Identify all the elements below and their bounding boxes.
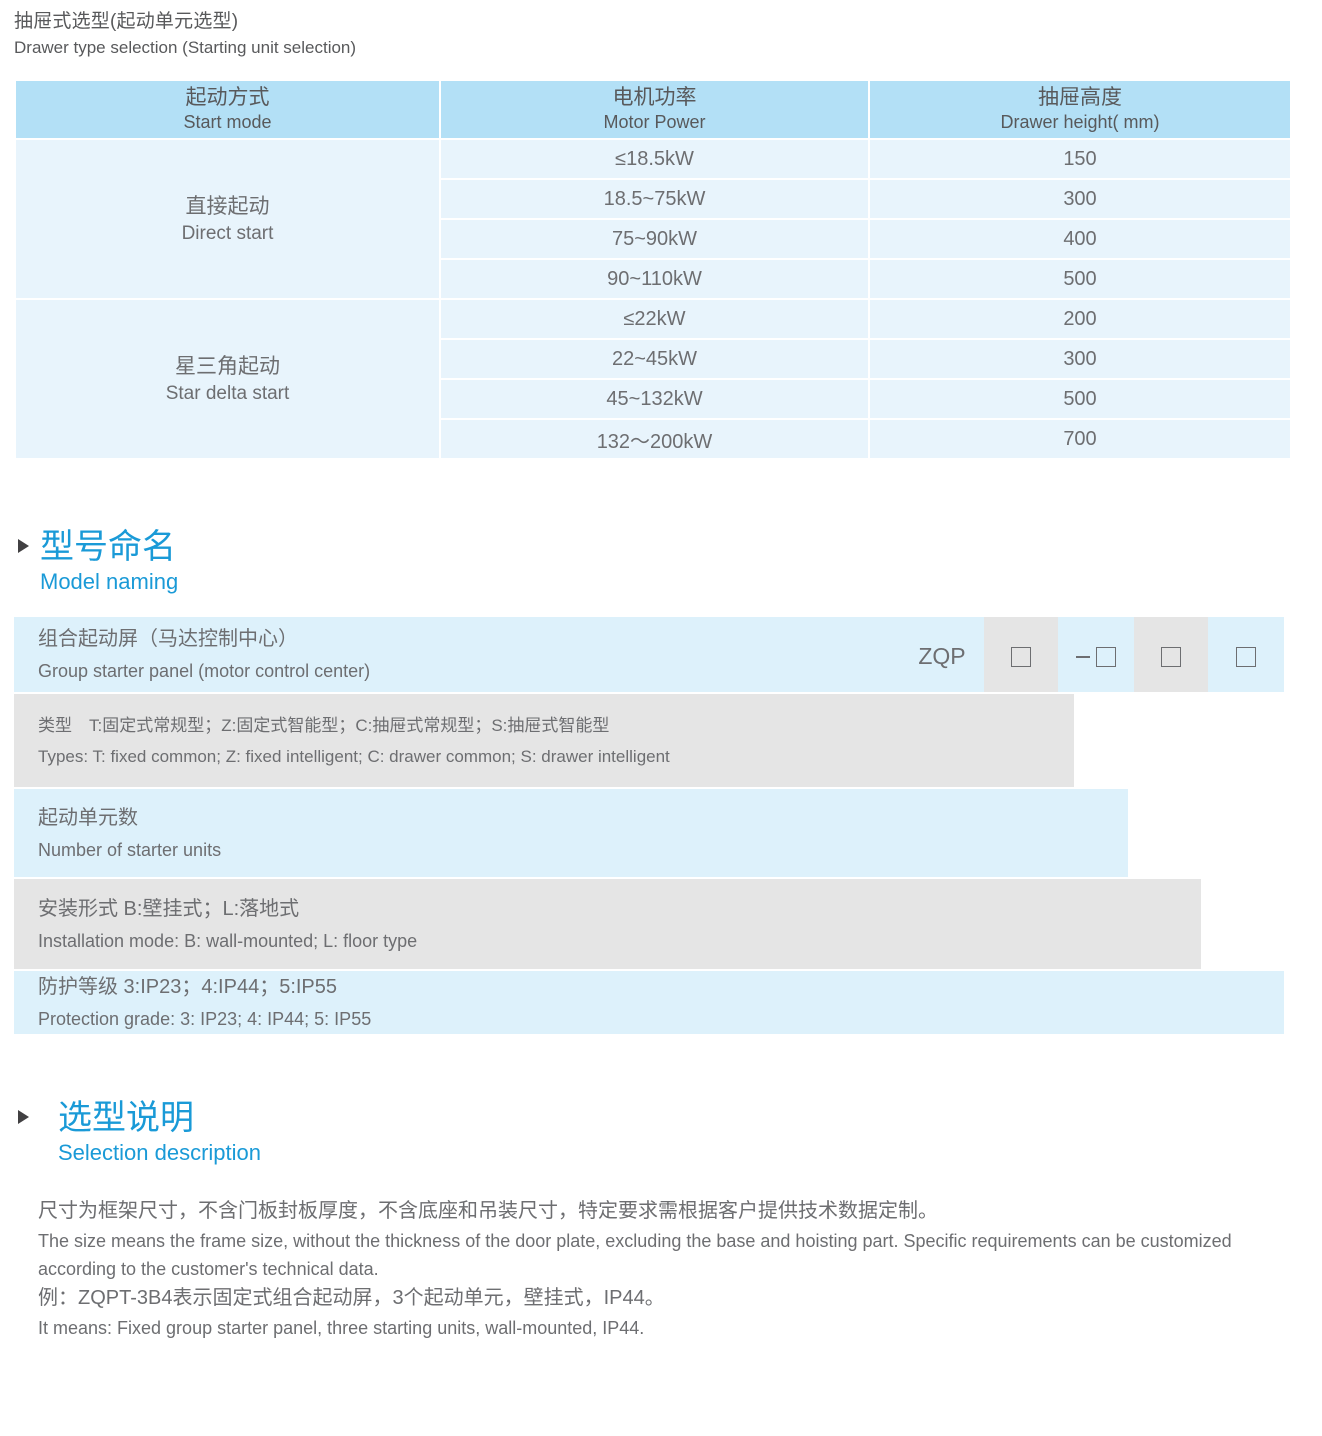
model-naming-row-starter-units: 起动单元数 Number of starter units — [14, 789, 1128, 877]
row-label-cn: 组合起动屏（马达控制中心） — [38, 628, 298, 650]
cell-drawer-height: 300 — [870, 340, 1290, 378]
model-code-strip: ZQP — [900, 617, 1284, 692]
triangle-bullet-icon — [18, 1110, 29, 1124]
description-line-2-en: The size means the frame size, without t… — [38, 1231, 1232, 1279]
model-naming-row-installation-mode: 安装形式 B:壁挂式；L:落地式 Installation mode: B: w… — [14, 879, 1201, 969]
cell-motor-power: 45~132kW — [441, 380, 868, 418]
model-code-slot-type — [984, 617, 1058, 692]
table-row: 132～200kW 700 — [16, 420, 1290, 458]
column-header-start-mode: 起动方式 Start mode — [16, 81, 439, 138]
checkbox-placeholder-icon — [1011, 646, 1031, 667]
cell-start-mode-direct: 直接起动 Direct start — [16, 140, 439, 298]
section-title-en: Selection description — [58, 1140, 262, 1165]
table-row: 90~110kW 500 — [16, 260, 1290, 298]
column-header-motor-power: 电机功率 Motor Power — [441, 81, 868, 138]
table-row: 18.5~75kW 300 — [16, 180, 1290, 218]
caption-title-cn: 抽屉式选型(起动单元选型) — [14, 11, 239, 32]
model-naming-row-protection-grade: 防护等级 3:IP23；4:IP44；5:IP55 Protection gra… — [14, 971, 1284, 1034]
model-code-slot-protection-grade — [1208, 617, 1284, 692]
table-row: 直接起动 Direct start ≤18.5kW 150 — [16, 140, 1290, 298]
section-heading-selection-description: 选型说明 Selection description — [18, 1098, 261, 1168]
cell-drawer-height: 400 — [870, 220, 1290, 258]
section-heading-model-naming: 型号命名 Model naming — [18, 527, 178, 597]
cell-drawer-height: 300 — [870, 180, 1290, 218]
cell-motor-power: 90~110kW — [441, 260, 868, 298]
cell-motor-power: 132～200kW — [441, 420, 868, 458]
description-line-3-cn: 例：ZQPT-3B4表示固定式组合起动屏，3个起动单元，壁挂式，IP44。 — [38, 1287, 665, 1309]
model-code-prefix: ZQP — [900, 617, 984, 692]
cell-motor-power: 18.5~75kW — [441, 180, 868, 218]
row-label-cn: 安装形式 B:壁挂式；L:落地式 — [38, 897, 300, 920]
caption-title-en: Drawer type selection (Starting unit sel… — [14, 38, 357, 57]
cell-drawer-height: 500 — [870, 260, 1290, 298]
section-title-en: Model naming — [40, 569, 179, 594]
table-row: 45~132kW 500 — [16, 380, 1290, 418]
cell-drawer-height: 700 — [870, 420, 1290, 458]
cell-start-mode-star-delta: 星三角起动 Star delta start — [16, 300, 439, 458]
section-title-cn: 型号命名 — [40, 528, 176, 566]
row-label-cn: 类型 T:固定式常规型；Z:固定式智能型；C:抽屉式常规型；S:抽屉式智能型 — [38, 716, 610, 735]
model-code-slot-installation-mode — [1134, 617, 1208, 692]
row-label-en: Types: T: fixed common; Z: fixed intelli… — [38, 747, 670, 766]
cell-motor-power: 22~45kW — [441, 340, 868, 378]
triangle-bullet-icon — [18, 539, 29, 553]
checkbox-placeholder-icon — [1161, 646, 1181, 667]
table-header-row: 起动方式 Start mode 电机功率 Motor Power 抽屉高度 Dr… — [16, 81, 1290, 138]
cell-drawer-height: 500 — [870, 380, 1290, 418]
column-header-drawer-height: 抽屉高度 Drawer height( mm) — [870, 81, 1290, 138]
row-label-en: Protection grade: 3: IP23; 4: IP44; 5: I… — [38, 1009, 372, 1029]
row-label-en: Group starter panel (motor control cente… — [38, 661, 371, 681]
row-label-cn: 防护等级 3:IP23；4:IP44；5:IP55 — [38, 976, 338, 998]
row-label-cn: 起动单元数 — [38, 806, 138, 829]
selection-description-body: 尺寸为框架尺寸，不含门板封板厚度，不含底座和吊装尺寸，特定要求需根据客户提供技术… — [38, 1196, 1294, 1342]
table-row: 星三角起动 Star delta start ≤22kW 200 — [16, 300, 1290, 458]
model-naming-row-types: 类型 T:固定式常规型；Z:固定式智能型；C:抽屉式常规型；S:抽屉式智能型 T… — [14, 694, 1074, 787]
section-title-cn: 选型说明 — [58, 1099, 194, 1137]
cell-motor-power: ≤18.5kW — [441, 140, 868, 178]
description-line-1-cn: 尺寸为框架尺寸，不含门板封板厚度，不含底座和吊装尺寸，特定要求需根据客户提供技术… — [38, 1200, 938, 1222]
cell-motor-power: ≤22kW — [441, 300, 868, 338]
row-label-en: Number of starter units — [38, 839, 222, 860]
hyphen-separator-icon — [1076, 655, 1090, 658]
description-line-4-en: It means: Fixed group starter panel, thr… — [38, 1318, 645, 1338]
model-naming-diagram: 组合起动屏（马达控制中心） Group starter panel (motor… — [14, 617, 1284, 1034]
cell-motor-power: 75~90kW — [441, 220, 868, 258]
checkbox-placeholder-icon — [1096, 646, 1116, 667]
row-label-en: Installation mode: B: wall-mounted; L: f… — [38, 930, 418, 951]
model-code-slot-starter-units — [1058, 617, 1134, 692]
checkbox-placeholder-icon — [1236, 646, 1256, 667]
cell-drawer-height: 150 — [870, 140, 1290, 178]
cell-drawer-height: 200 — [870, 300, 1290, 338]
page-caption: 抽屉式选型(起动单元选型) Drawer type selection (Sta… — [14, 8, 914, 60]
table-row: 75~90kW 400 — [16, 220, 1290, 258]
drawer-selection-table: 起动方式 Start mode 电机功率 Motor Power 抽屉高度 Dr… — [14, 79, 1292, 460]
table-row: 22~45kW 300 — [16, 340, 1290, 378]
